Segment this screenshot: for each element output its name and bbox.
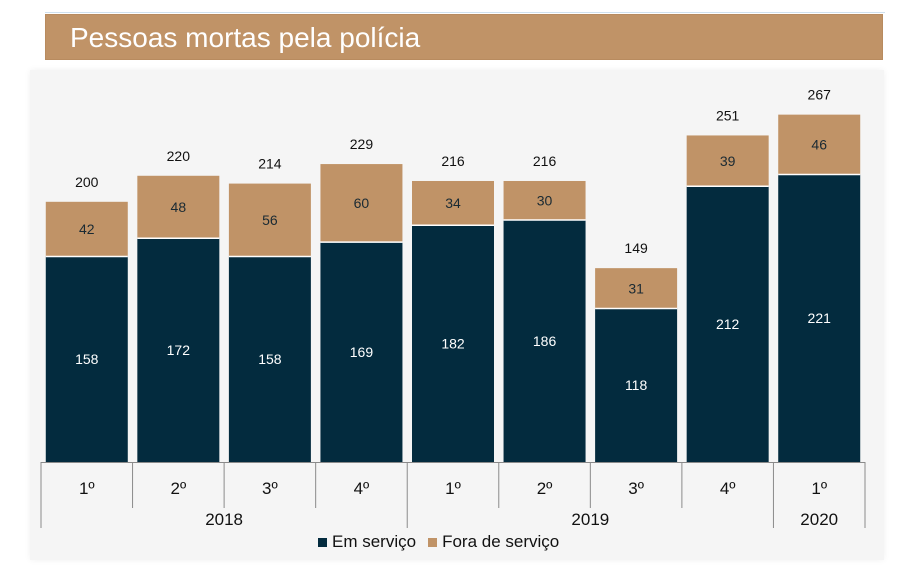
tick-label-quarter: 1º: [79, 479, 95, 498]
data-label-em-servico: 186: [533, 333, 557, 349]
data-label-em-servico: 169: [350, 344, 374, 360]
tick-label-quarter: 3º: [262, 479, 278, 498]
tick-label-quarter: 4º: [720, 479, 736, 498]
tick-label-quarter: 2º: [170, 479, 186, 498]
legend-item-em-servico: Em serviço: [318, 532, 416, 552]
data-label-em-servico: 172: [167, 342, 191, 358]
tick-label-quarter: 1º: [445, 479, 461, 498]
bar-fora-de-servico: [686, 135, 769, 187]
legend-swatch-em-servico: [318, 537, 327, 547]
data-label-fora-de-servico: 31: [628, 280, 644, 296]
bar-fora-de-servico: [45, 201, 128, 257]
data-label-total: 149: [624, 240, 648, 256]
data-label-total: 216: [533, 153, 557, 169]
bar-fora-de-servico: [228, 183, 311, 257]
bar-em-servico: [503, 220, 586, 462]
data-label-em-servico: 221: [808, 310, 832, 326]
data-label-fora-de-servico: 34: [445, 195, 461, 211]
bar-fora-de-servico: [595, 268, 678, 309]
tick-label-year: 2019: [571, 510, 609, 529]
data-label-total: 267: [808, 87, 832, 103]
bar-fora-de-servico: [320, 164, 403, 243]
bar-fora-de-servico: [503, 180, 586, 221]
bar-em-servico: [686, 186, 769, 463]
bar-em-servico: [412, 225, 494, 462]
legend-item-fora-de-servico: Fora de serviço: [428, 532, 559, 552]
legend-label-fora-de-servico: Fora de serviço: [442, 532, 560, 551]
bar-fora-de-servico: [137, 175, 220, 239]
chart-title: Pessoas mortas pela polícia: [70, 22, 421, 53]
data-label-total: 220: [167, 148, 191, 164]
bar-em-servico: [778, 174, 861, 462]
data-label-total: 200: [75, 174, 99, 190]
legend-label-em-servico: Em serviço: [332, 532, 417, 551]
data-label-fora-de-servico: 48: [171, 199, 187, 215]
tick-label-quarter: 1º: [811, 479, 827, 498]
data-label-fora-de-servico: 30: [537, 192, 553, 208]
data-label-em-servico: 158: [75, 351, 99, 367]
tick-label-year: 2018: [205, 510, 243, 529]
data-label-em-servico: 118: [625, 377, 648, 393]
data-label-fora-de-servico: 39: [720, 153, 736, 169]
tick-label-quarter: 3º: [628, 479, 644, 498]
bar-em-servico: [320, 242, 403, 462]
legend-swatch-fora-de-servico: [428, 537, 438, 547]
data-label-total: 251: [716, 107, 740, 123]
data-label-em-servico: 212: [716, 316, 740, 332]
tick-label-year: 2020: [800, 510, 838, 529]
data-label-fora-de-servico: 56: [262, 212, 278, 228]
bar-fora-de-servico: [412, 180, 494, 226]
data-label-fora-de-servico: 42: [79, 221, 95, 237]
data-label-em-servico: 158: [258, 351, 282, 367]
bar-em-servico: [45, 256, 128, 462]
top-rule: [45, 12, 885, 13]
legend: Em serviço Fora de serviço: [318, 532, 571, 552]
data-label-total: 214: [258, 156, 282, 172]
bar-em-servico: [595, 308, 678, 462]
bar-em-servico: [137, 238, 220, 462]
bar-em-servico: [228, 256, 311, 462]
title-banner: Pessoas mortas pela polícia: [45, 14, 883, 60]
data-label-total: 229: [350, 136, 374, 152]
data-label-total: 216: [441, 153, 465, 169]
data-label-fora-de-servico: 46: [811, 137, 827, 153]
data-label-em-servico: 182: [441, 336, 465, 352]
bar-fora-de-servico: [778, 114, 861, 175]
data-label-fora-de-servico: 60: [354, 195, 370, 211]
tick-label-quarter: 2º: [537, 479, 553, 498]
tick-label-quarter: 4º: [354, 479, 370, 498]
